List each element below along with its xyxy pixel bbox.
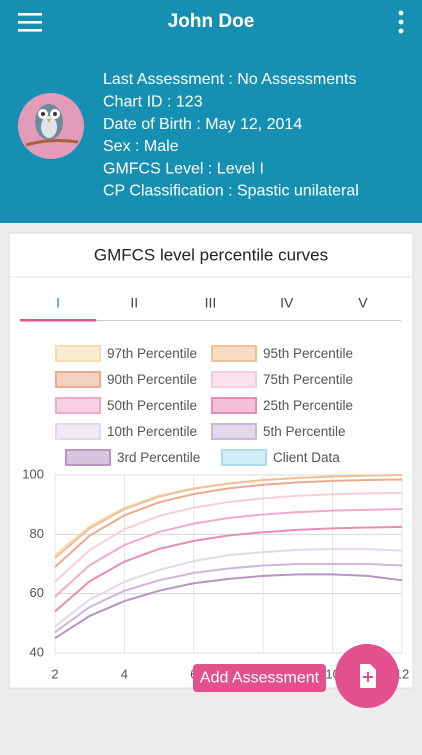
legend-swatch xyxy=(221,449,267,466)
profile-line: Date of Birth : May 12, 2014 xyxy=(103,116,302,133)
profile-line: GMFCS Level : Level I xyxy=(103,160,264,177)
legend-label: 75th Percentile xyxy=(263,372,353,387)
legend-label: 50th Percentile xyxy=(107,398,197,413)
menu-button[interactable] xyxy=(18,13,42,32)
legend-swatch xyxy=(211,423,257,440)
dot xyxy=(398,28,404,34)
y-tick-label: 100 xyxy=(22,466,44,481)
fab-label-bg xyxy=(193,664,326,692)
chart: 97th Percentile 95th Percentile 90th Perce… xyxy=(22,345,409,681)
owl-beak xyxy=(47,119,51,123)
legend-label: 25th Percentile xyxy=(263,398,353,413)
y-tick-label: 60 xyxy=(30,585,44,600)
series-line xyxy=(54,508,403,598)
series-line xyxy=(54,525,403,613)
legend-swatch xyxy=(55,423,101,440)
menu-bar xyxy=(18,29,42,32)
legend-swatch xyxy=(211,397,257,414)
tab[interactable]: III xyxy=(205,295,217,311)
legend-swatch xyxy=(55,371,101,388)
profile-line: Chart ID : 123 xyxy=(103,94,203,111)
series-line xyxy=(54,474,403,559)
dot xyxy=(398,19,404,25)
overflow-menu[interactable] xyxy=(398,10,404,34)
series-line xyxy=(54,478,403,568)
series-line xyxy=(54,548,403,628)
profile-line: Sex : Male xyxy=(103,138,179,155)
tabs: I II III IV V xyxy=(20,295,368,322)
dot xyxy=(398,10,404,16)
app-title: John Doe xyxy=(168,11,255,32)
legend-swatch xyxy=(55,397,101,414)
y-tick-label: 40 xyxy=(30,644,44,659)
card-title: GMFCS level percentile curves xyxy=(94,245,328,264)
owl-belly xyxy=(41,116,57,138)
menu-bar xyxy=(18,21,42,24)
legend-swatch xyxy=(211,371,257,388)
y-tick-label: 80 xyxy=(30,526,44,541)
legend-label: Client Data xyxy=(273,450,340,465)
avatar xyxy=(18,93,84,159)
legend-swatch xyxy=(211,345,257,362)
legend-label: 10th Percentile xyxy=(107,424,197,439)
fab-plus xyxy=(363,672,373,682)
x-tick-label: 2 xyxy=(51,666,58,681)
legend-label: 90th Percentile xyxy=(107,372,197,387)
branch xyxy=(25,139,79,147)
legend-label: 3rd Percentile xyxy=(117,450,200,465)
profile-line: Last Assessment : No Assessments xyxy=(103,71,356,88)
tab[interactable]: IV xyxy=(280,295,294,311)
legend-swatch xyxy=(55,345,101,362)
legend-label: 5th Percentile xyxy=(263,424,346,439)
series-line xyxy=(54,491,403,583)
tab[interactable]: I xyxy=(56,295,60,311)
legend-label: 97th Percentile xyxy=(107,346,197,361)
profile-info: Last Assessment : No Assessments Chart ID… xyxy=(103,71,359,200)
owl-pupil xyxy=(53,112,57,116)
owl-pupil xyxy=(41,112,45,116)
add-assessment[interactable]: Add Assessment xyxy=(193,644,399,708)
menu-bar xyxy=(18,13,42,16)
series-line xyxy=(54,573,403,640)
x-tick-label: 4 xyxy=(121,666,128,681)
legend-swatch xyxy=(65,449,111,466)
profile-line: CP Classification : Spastic unilateral xyxy=(103,183,359,200)
fab-label: Add Assessment xyxy=(200,670,320,687)
tab-indicator xyxy=(20,319,97,322)
tab[interactable]: II xyxy=(130,295,138,311)
series-line xyxy=(54,563,403,634)
legend-label: 95th Percentile xyxy=(263,346,353,361)
tab[interactable]: V xyxy=(358,295,368,311)
